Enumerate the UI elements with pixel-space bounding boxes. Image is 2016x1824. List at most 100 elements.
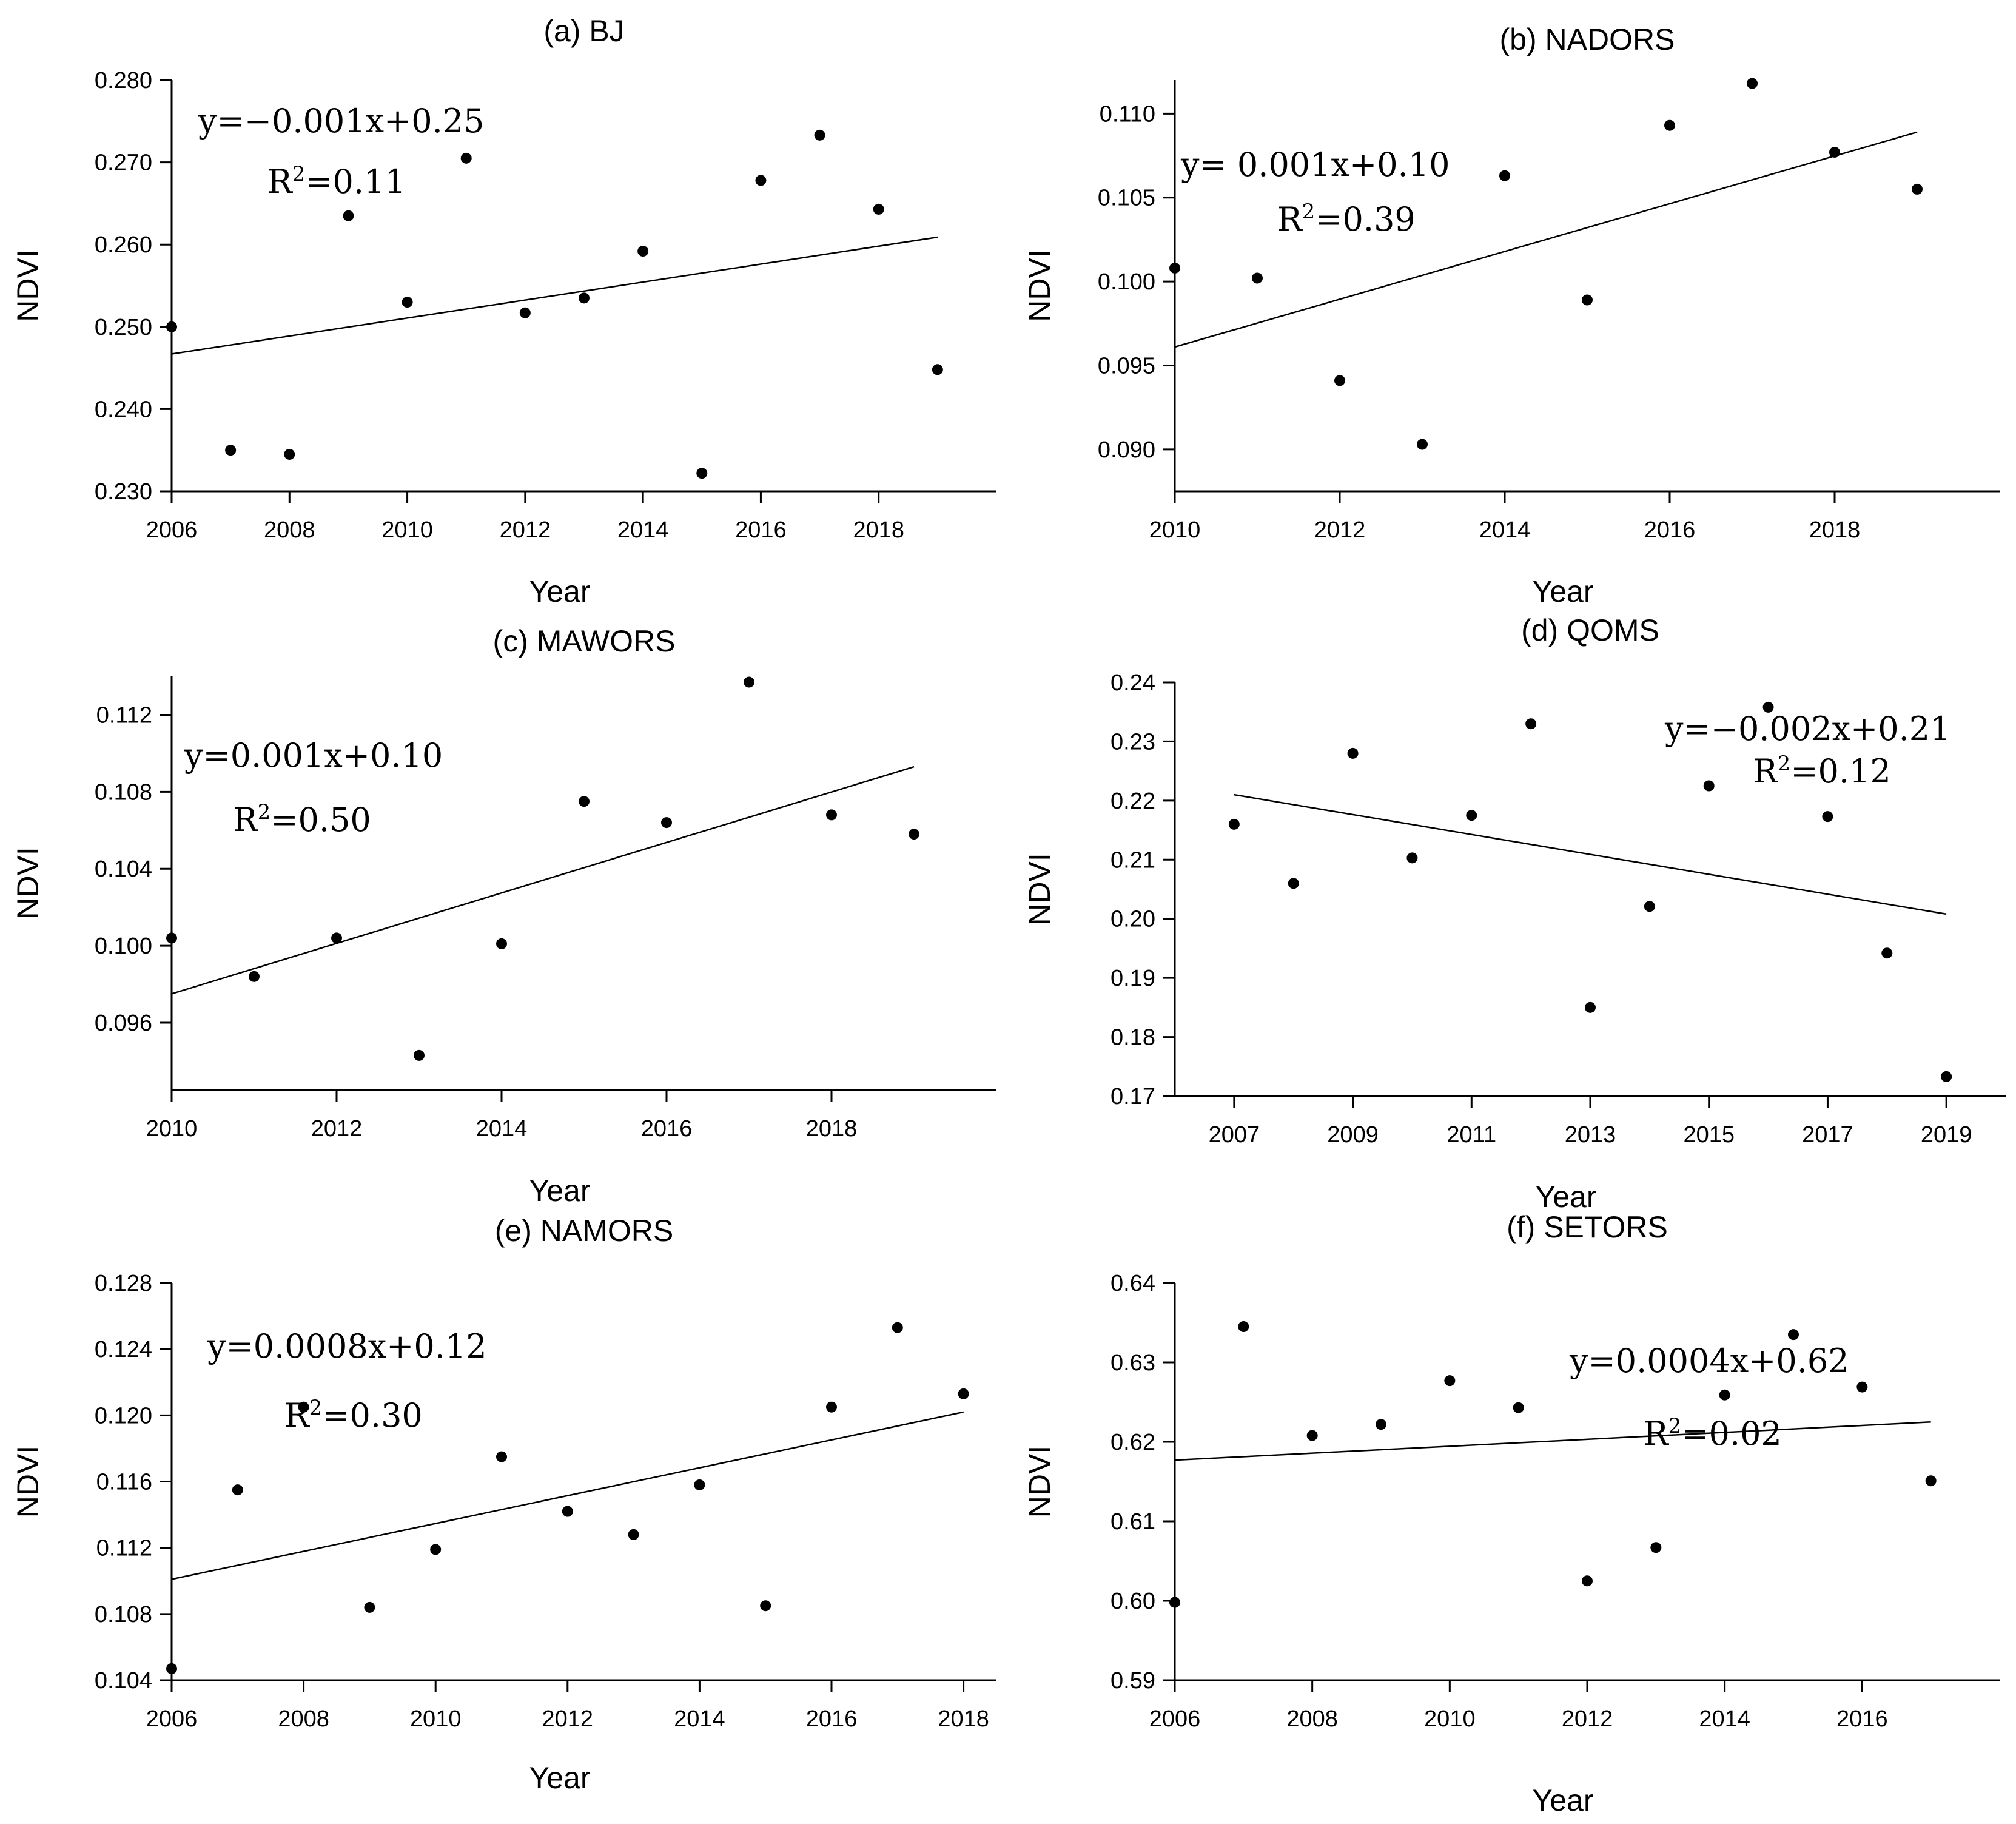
data-point [1829,146,1840,158]
data-point [232,1484,243,1496]
data-point [1703,780,1715,792]
data-point [1585,1001,1596,1013]
regression-equation: y=0.001x+0.10 [184,736,443,775]
x-tick-label: 2010 [381,517,433,543]
data-point [1513,1402,1524,1413]
y-tick-label: 0.100 [1098,269,1155,295]
data-point [331,932,342,944]
x-tick-label: 2010 [410,1706,462,1732]
r-squared-superscript: 2 [1778,752,1791,776]
x-axis-label: Year [529,1761,590,1795]
y-tick-label: 0.095 [1098,353,1155,379]
x-tick-label: 2011 [1446,1122,1496,1148]
y-axis-label: NDVI [11,847,45,919]
data-point [661,817,672,829]
chart-title: (a) BJ [543,14,624,48]
x-tick-label: 2013 [1565,1122,1616,1148]
x-tick-label: 2018 [938,1706,989,1732]
r-squared-superscript: 2 [258,800,271,824]
data-point [826,1401,837,1413]
r-squared: R2=0.50 [233,800,371,839]
data-point [579,292,590,304]
data-point [1912,183,1923,195]
data-point [1169,262,1180,274]
data-point [1822,811,1833,823]
y-tick-label: 0.108 [95,1602,152,1627]
r-squared-superscript: 2 [1668,1414,1682,1438]
y-tick-label: 0.24 [1110,670,1155,696]
data-point [343,210,354,221]
x-tick-label: 2016 [806,1706,858,1732]
y-tick-label: 0.112 [96,702,152,728]
data-point [1252,272,1263,284]
x-tick-label: 2016 [1836,1706,1888,1732]
chart-title: (d) QOMS [1521,613,1659,647]
regression-equation: y= 0.001x+0.10 [1180,146,1450,184]
data-point [1347,747,1359,759]
x-tick-label: 2010 [1149,517,1201,543]
chart-title: (e) NAMORS [495,1214,673,1248]
regression-equation: y=0.0004x+0.62 [1569,1342,1849,1380]
y-tick-label: 0.104 [95,1668,152,1694]
r-squared-symbol: R [1753,752,1778,790]
data-point [430,1544,442,1555]
y-tick-label: 0.250 [95,315,152,340]
chart-panel-2: (b) NADORS 0.090 0.095 0.100 0.105 0.110 2010 2… [1023,22,2000,608]
y-tick-label: 0.270 [95,150,152,176]
data-point [249,971,260,982]
data-point [1881,947,1893,959]
regression-line [1174,131,1918,348]
r-squared: R2=0.39 [1277,200,1416,238]
regression-line [171,766,915,995]
r-squared-symbol: R [233,801,258,839]
x-tick-label: 2012 [1314,517,1366,543]
y-tick-label: 0.100 [95,934,152,959]
data-point [909,829,919,840]
data-point [284,448,295,460]
x-tick-label: 2016 [735,517,787,543]
y-tick-label: 0.260 [95,232,152,258]
data-point [225,445,237,456]
y-tick-label: 0.230 [95,479,152,505]
y-tick-label: 0.22 [1110,789,1155,814]
y-tick-label: 0.105 [1098,186,1155,211]
data-point [298,1401,309,1413]
regression-equation: y=0.0008x+0.12 [207,1327,487,1365]
data-point [1334,375,1345,386]
data-point [579,796,590,807]
r-squared-value: =0.39 [1315,200,1415,238]
data-point [744,676,754,688]
y-tick-label: 0.116 [96,1470,152,1495]
x-tick-label: 2007 [1209,1122,1260,1148]
chart-title: (c) MAWORS [493,624,676,658]
r-squared-symbol: R [1644,1415,1669,1453]
r-squared-symbol: R [267,163,293,201]
x-tick-label: 2014 [1699,1706,1750,1732]
chart-panel-6: (f) SETORS 0.59 0.60 0.61 0.62 0.63 0.64 2006 20… [1023,1210,2000,1817]
x-tick-label: 2017 [1802,1122,1853,1148]
r-squared-value: =0.12 [1790,752,1890,790]
data-point [364,1601,375,1613]
r-squared-superscript: 2 [292,162,306,186]
x-tick-label: 2008 [278,1706,329,1732]
r-squared-value: =0.30 [322,1396,422,1435]
x-tick-label: 2014 [674,1706,725,1732]
y-tick-label: 0.61 [1110,1509,1155,1535]
panels: (a) BJ 0.230 0.240 0.250 0.260 0.270 0.280 2006… [11,14,2006,1817]
r-squared-value: =0.50 [270,801,371,839]
y-tick-label: 0.096 [95,1011,152,1036]
x-tick-label: 2014 [476,1116,528,1142]
data-point [1719,1389,1730,1401]
y-tick-label: 0.110 [1100,101,1155,127]
chart-title: (b) NADORS [1500,22,1675,56]
data-point [166,1663,177,1674]
r-squared: R2=0.12 [1753,752,1891,790]
x-axis-label: Year [1532,574,1593,608]
y-tick-label: 0.63 [1110,1350,1155,1376]
data-point [1238,1321,1249,1333]
r-squared: R2=0.11 [267,162,406,201]
data-point [496,938,507,949]
data-point [932,364,943,375]
data-point [1582,1575,1593,1587]
